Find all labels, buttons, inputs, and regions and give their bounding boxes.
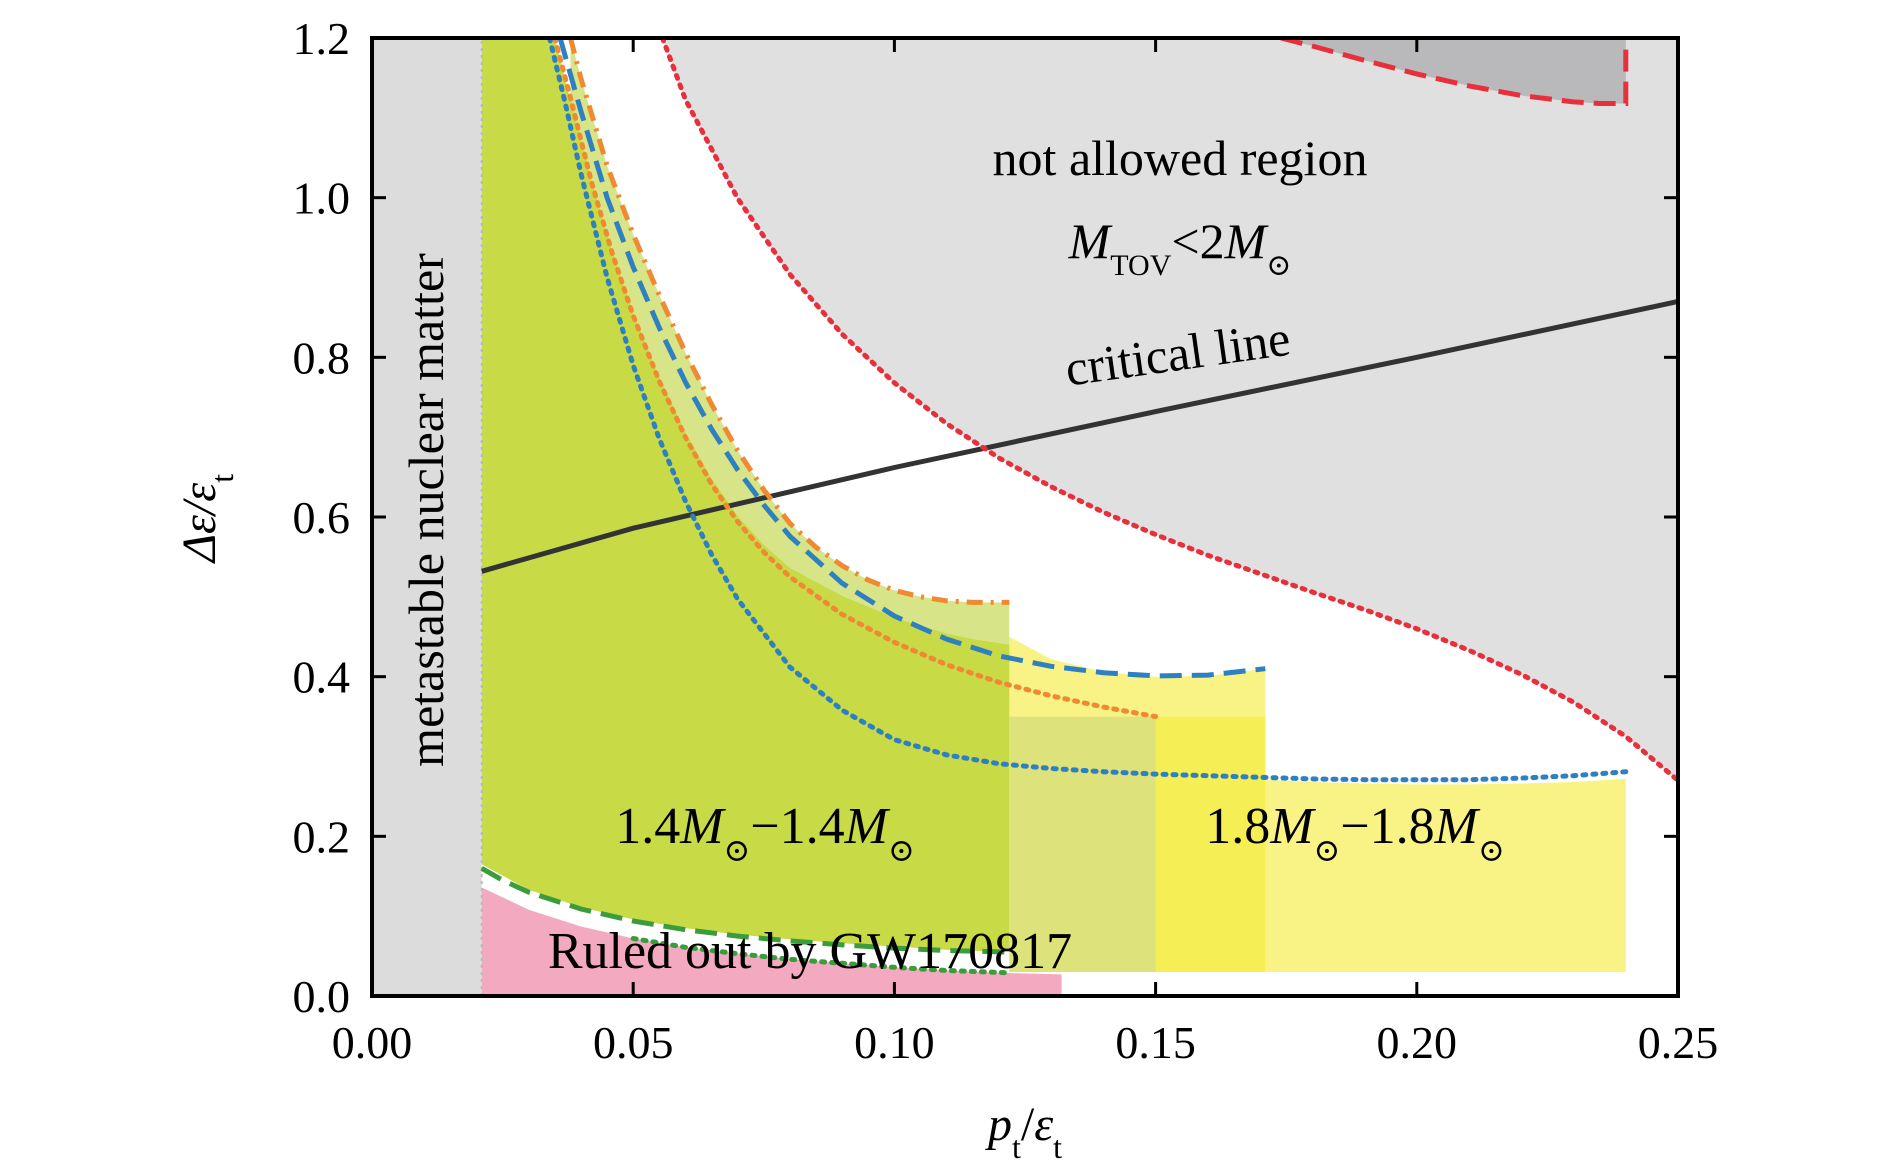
y-tick-label: 1.2 (293, 13, 351, 64)
series-line-8 (630, 936, 1012, 976)
series-line-0 (481, 299, 1678, 574)
green-region (481, 38, 1010, 953)
tick-labels: 0.00 0.05 0.10 0.15 0.20 0.25 0.0 0.2 0.4 0.6 0.8 1… (293, 13, 1719, 1068)
axis-ticks (370, 36, 1680, 998)
series-line-1 (660, 38, 1678, 783)
y-tick-label: 0.8 (293, 332, 351, 383)
series-line-2 (1280, 38, 1629, 106)
y-tick-label: 0.2 (293, 811, 351, 862)
series-line-5 (552, 38, 1159, 720)
series-line-7 (480, 866, 1010, 955)
label-1-8: 1.8M⊙−1.8M⊙ (1205, 798, 1505, 868)
not-allowed-label: not allowed region (993, 130, 1368, 186)
series-line-6 (547, 38, 1629, 783)
ruled-out-label: Ruled out by GW170817 (548, 923, 1072, 980)
y-tick-label: 0.4 (293, 652, 351, 703)
light-yellow-region (1265, 778, 1626, 972)
yellow-strip (1155, 716, 1266, 972)
y-tick-label: 1.0 (293, 173, 351, 224)
metastable-region (372, 38, 482, 996)
x-tick-label: 0.05 (593, 1017, 674, 1068)
x-tick-label: 0.10 (854, 1017, 935, 1068)
series-line-3 (568, 38, 1010, 605)
x-tick-label: 0.20 (1377, 1017, 1458, 1068)
x-tick-label: 0.15 (1115, 1017, 1196, 1068)
dark-region (1281, 38, 1626, 104)
series-line-4 (557, 38, 1266, 679)
label-1-4: 1.4M⊙−1.4M⊙ (615, 798, 915, 868)
x-tick-label: 0.00 (332, 1017, 413, 1068)
yellow-mid-strip (1009, 716, 1156, 972)
metastable-label: metastable nuclear matter (398, 253, 454, 767)
y-tick-label: 0.6 (293, 492, 351, 543)
series-lines (480, 38, 1678, 976)
x-tick-label: 0.25 (1638, 1017, 1719, 1068)
mtov-label: MTOV<2M⊙ (1068, 213, 1292, 282)
y-axis-title: Δε/εt (173, 474, 240, 564)
x-axis-title: pt/εt (985, 1098, 1062, 1162)
y-tick-label: 0.0 (293, 971, 351, 1022)
